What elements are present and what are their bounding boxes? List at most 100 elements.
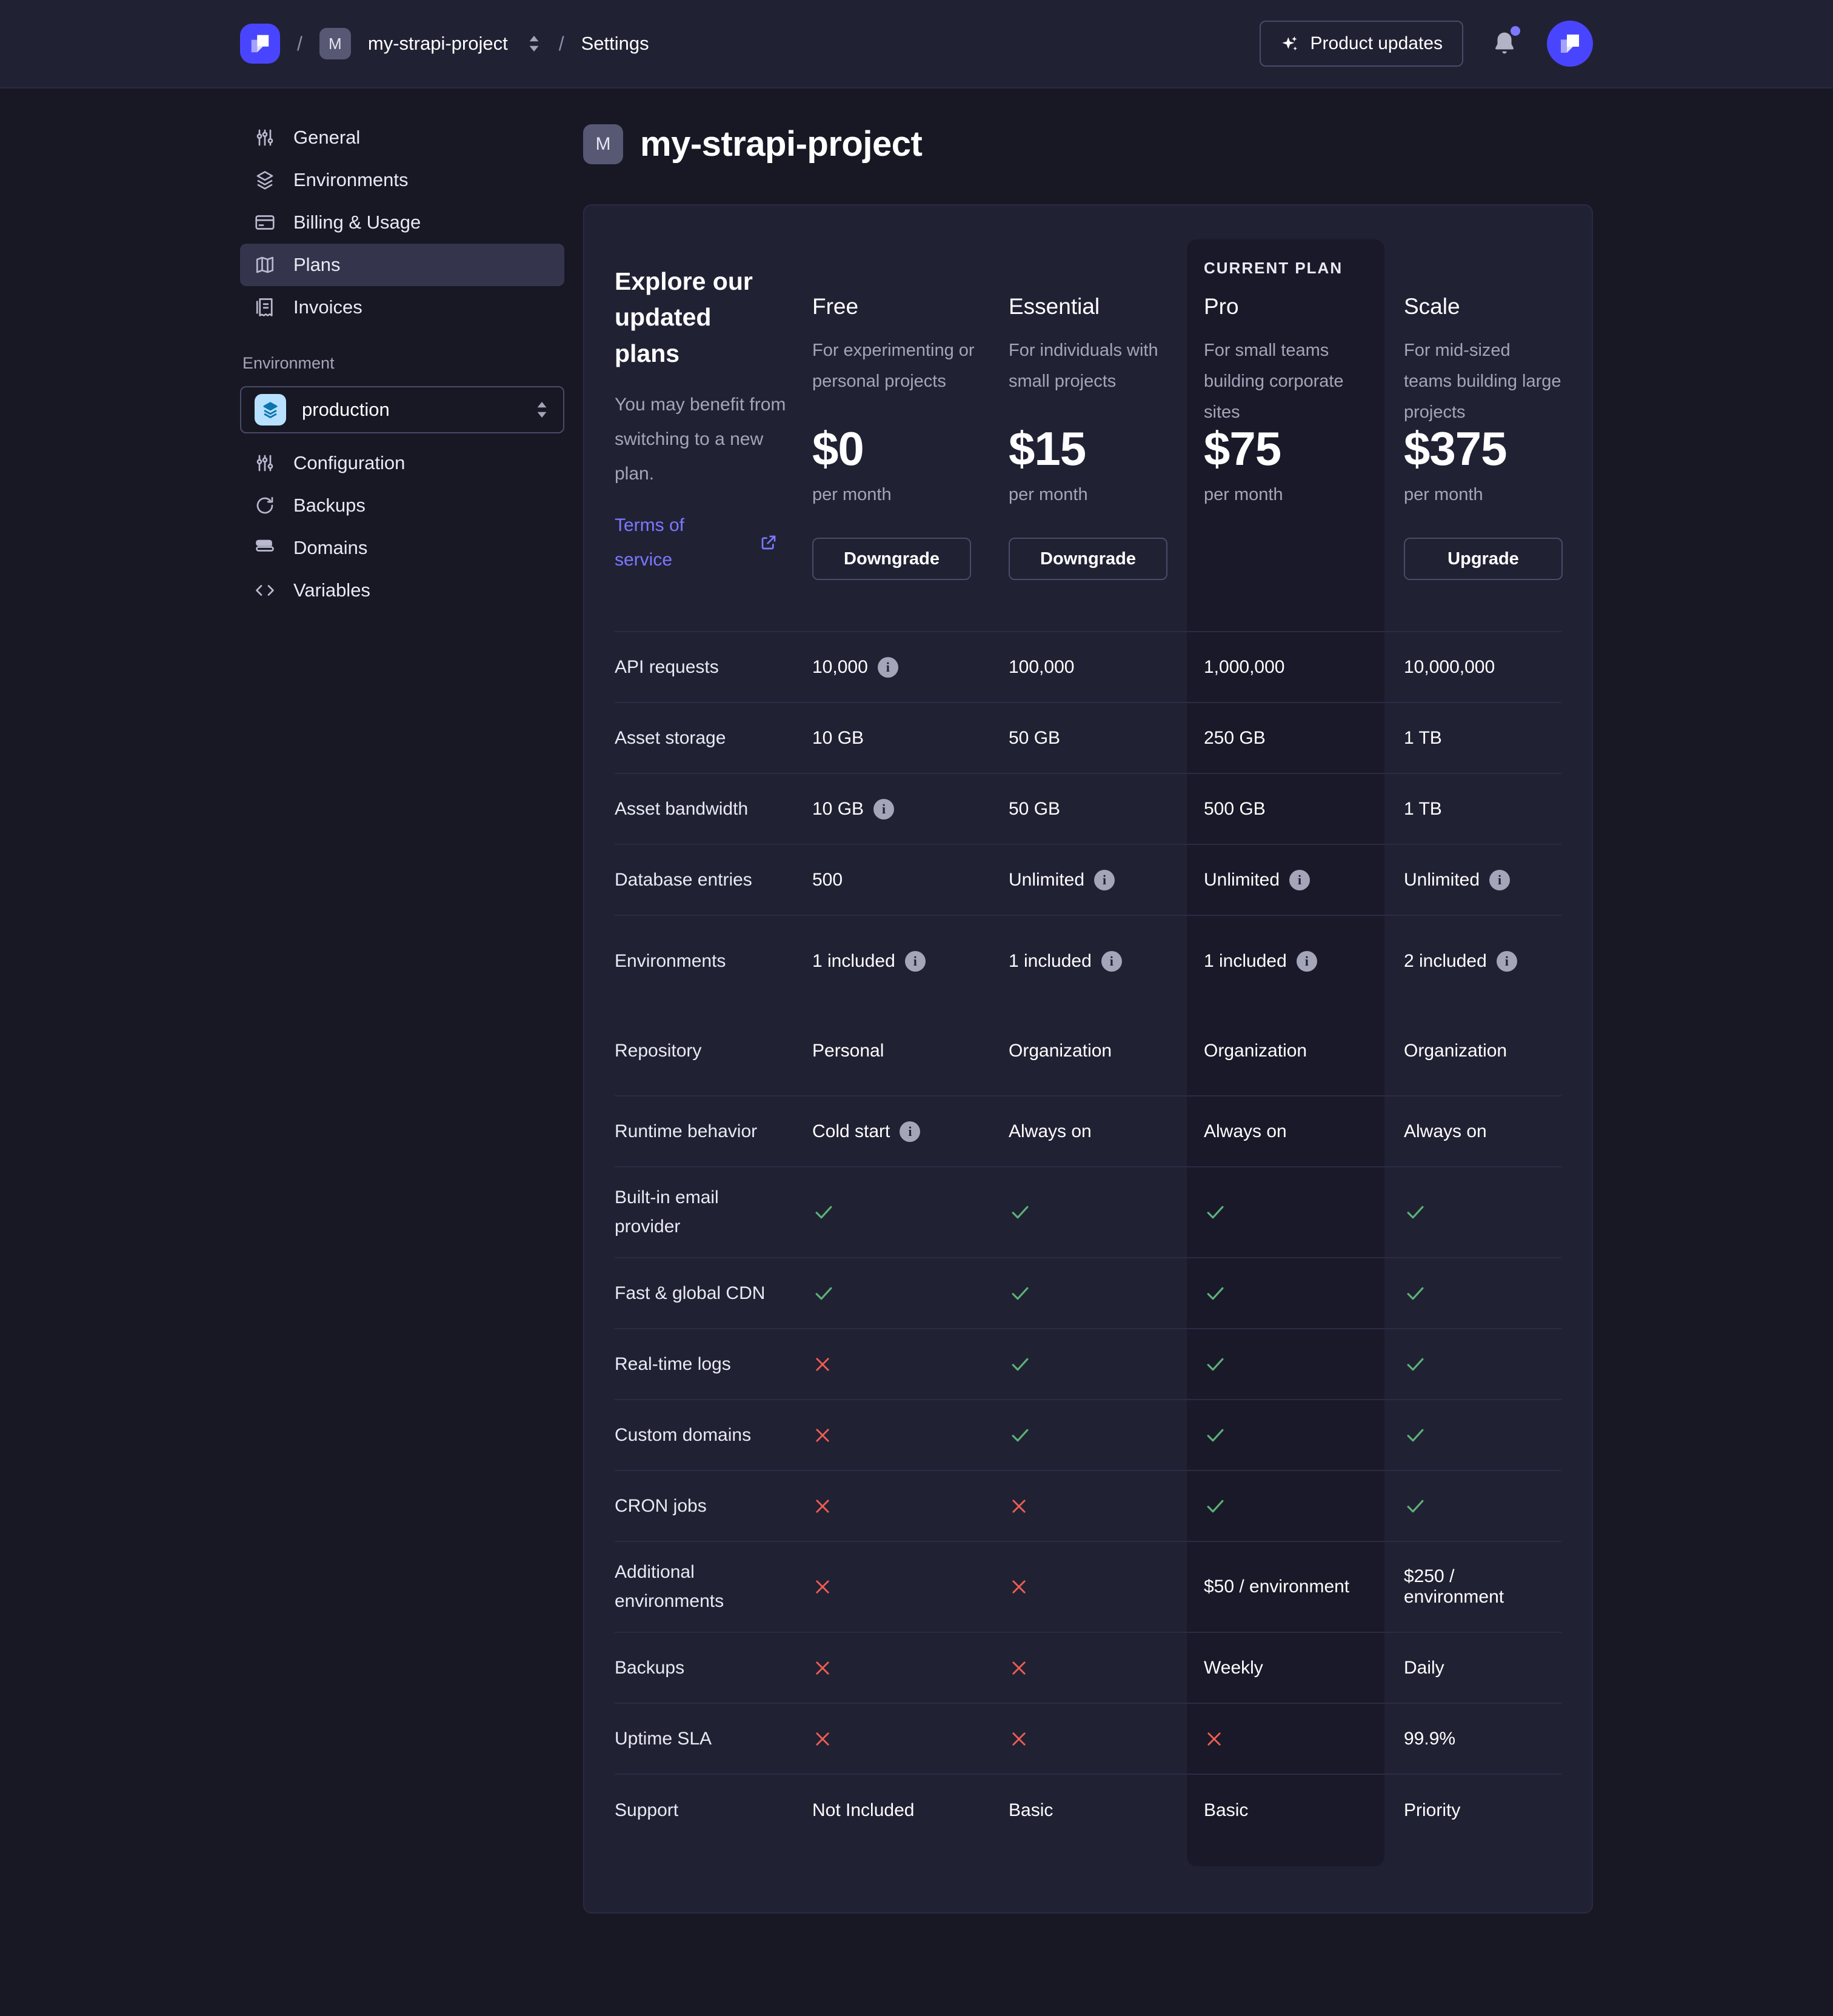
cross-icon [1012, 1661, 1026, 1675]
sidebar-item-general[interactable]: General [240, 116, 564, 159]
plan-column-free: Free For experimenting or personal proje… [812, 205, 1009, 580]
feature-label: Support [615, 1800, 679, 1820]
plan-value-cell [1204, 1201, 1404, 1224]
breadcrumb-separator: / [558, 32, 564, 55]
plan-value-cell: 1 included i [1009, 951, 1204, 972]
sliders-icon [253, 452, 276, 474]
plan-value: Always on [1009, 1121, 1092, 1141]
check-icon [1012, 1429, 1029, 1441]
info-icon[interactable]: i [1496, 951, 1517, 972]
check-icon [815, 1287, 832, 1300]
info-icon[interactable]: i [900, 1121, 921, 1142]
sidebar-item-environments[interactable]: Environments [240, 159, 564, 201]
sidebar-item-plans[interactable]: Plans [240, 244, 564, 286]
plan-value: Not Included [812, 1800, 915, 1820]
plan-value-cell: 50 GB [1009, 728, 1204, 749]
plan-value: Unlimited [1404, 869, 1480, 890]
plan-value: 100,000 [1009, 656, 1075, 677]
plan-value-cell [1204, 1424, 1404, 1447]
map-icon [253, 254, 276, 276]
info-icon[interactable]: i [873, 798, 895, 819]
sidebar-item-billing-usage[interactable]: Billing & Usage [240, 201, 564, 244]
plan-value-cell: 500 [812, 870, 1009, 890]
plan-value-cell: 10,000,000 [1404, 657, 1561, 678]
project-switcher-chevrons-icon[interactable] [526, 35, 542, 53]
plan-name: Essential [1009, 294, 1100, 319]
plan-value-cell: Personal [812, 1041, 1009, 1061]
plan-value-cell: 50 GB [1009, 799, 1204, 819]
plan-value: Organization [1204, 1041, 1307, 1061]
sidebar-item-configuration[interactable]: Configuration [240, 442, 564, 484]
environment-value: production [302, 399, 390, 420]
sidebar-item-invoices[interactable]: Invoices [240, 286, 564, 329]
downgrade-button-free[interactable]: Downgrade [812, 538, 971, 580]
environment-section-label: Environment [242, 354, 335, 372]
breadcrumb-settings[interactable]: Settings [581, 33, 649, 54]
plan-value-cell [812, 1658, 1009, 1678]
credit-card-icon [253, 212, 276, 233]
sidebar-item-variables[interactable]: Variables [240, 569, 564, 612]
notifications-bell-icon[interactable] [1491, 26, 1520, 59]
table-row: Uptime SLA 99.9% [615, 1704, 1561, 1775]
sidebar-item-label: Configuration [293, 452, 406, 473]
refresh-icon [253, 495, 276, 516]
check-icon [1012, 1358, 1029, 1370]
current-plan-highlight: CURRENT PLAN [1187, 239, 1384, 1866]
check-icon [1407, 1358, 1424, 1370]
plan-value: 10 GB [812, 798, 864, 819]
cross-icon [816, 1428, 829, 1442]
plan-value-cell: Always on [1009, 1121, 1204, 1142]
plan-value: 99.9% [1404, 1728, 1456, 1749]
feature-label: Asset storage [615, 727, 726, 748]
main-content: M my-strapi-project CURRENT PLAN Explore… [583, 116, 1593, 1914]
plan-description: For individuals with small projects [1009, 341, 1158, 391]
table-row: Real-time logs [615, 1329, 1561, 1400]
table-row: Database entries 500 Unlimited i Unlimited i U… [615, 845, 1561, 916]
plan-name: Scale [1404, 294, 1460, 319]
sparkles-icon [1281, 36, 1297, 51]
plan-column-scale: Scale For mid-sized teams building large… [1404, 205, 1563, 580]
receipt-icon [253, 296, 276, 318]
cross-icon [1207, 1732, 1221, 1746]
plan-value-cell [812, 1729, 1009, 1749]
plan-value-cell [1009, 1496, 1204, 1517]
plan-value-cell: $250 / environment [1404, 1566, 1561, 1607]
plan-value-cell: 100,000 [1009, 657, 1204, 678]
plan-value-cell: Always on [1404, 1121, 1561, 1142]
plan-value-cell: Basic [1009, 1800, 1204, 1821]
cross-icon [1012, 1499, 1026, 1513]
info-icon[interactable]: i [1489, 869, 1511, 890]
breadcrumb-project[interactable]: my-strapi-project [367, 33, 508, 54]
user-avatar[interactable] [1547, 21, 1593, 67]
terms-of-service-link[interactable]: Terms of service [615, 508, 796, 577]
plan-price: $375 [1404, 422, 1507, 475]
sidebar-item-label: Billing & Usage [293, 212, 421, 233]
strapi-logo[interactable] [240, 24, 280, 64]
plans-intro-heading: Explore our updated plans [615, 267, 753, 367]
info-icon[interactable]: i [877, 656, 898, 678]
product-updates-button[interactable]: Product updates [1259, 21, 1463, 67]
upgrade-button-scale[interactable]: Upgrade [1404, 538, 1563, 580]
sidebar-item-domains[interactable]: Domains [240, 527, 564, 569]
info-icon[interactable]: i [1296, 951, 1317, 972]
info-icon[interactable]: i [1101, 951, 1122, 972]
plan-value-cell: $50 / environment [1204, 1577, 1404, 1597]
plan-value-cell: Unlimited i [1009, 869, 1204, 890]
environment-select[interactable]: production [240, 386, 564, 433]
info-icon[interactable]: i [904, 951, 926, 972]
check-icon [815, 1206, 832, 1219]
plan-value-cell: 1 TB [1404, 799, 1561, 819]
info-icon[interactable]: i [1094, 869, 1115, 890]
sidebar-item-backups[interactable]: Backups [240, 484, 564, 527]
plan-value: 1 TB [1404, 727, 1442, 748]
downgrade-button-essential[interactable]: Downgrade [1009, 538, 1167, 580]
info-icon[interactable]: i [1289, 869, 1310, 890]
plan-value-cell [812, 1282, 1009, 1305]
plan-value-cell: 1 included i [1204, 951, 1404, 972]
plan-value: 500 [812, 869, 843, 890]
table-row: API requests 10,000 i 100,000 1,000,000 10,00… [615, 632, 1561, 703]
current-plan-badge: CURRENT PLAN [1204, 259, 1343, 277]
plan-value: $50 / environment [1204, 1577, 1350, 1597]
layers-icon [253, 169, 276, 191]
sidebar-item-label: Invoices [293, 296, 362, 318]
